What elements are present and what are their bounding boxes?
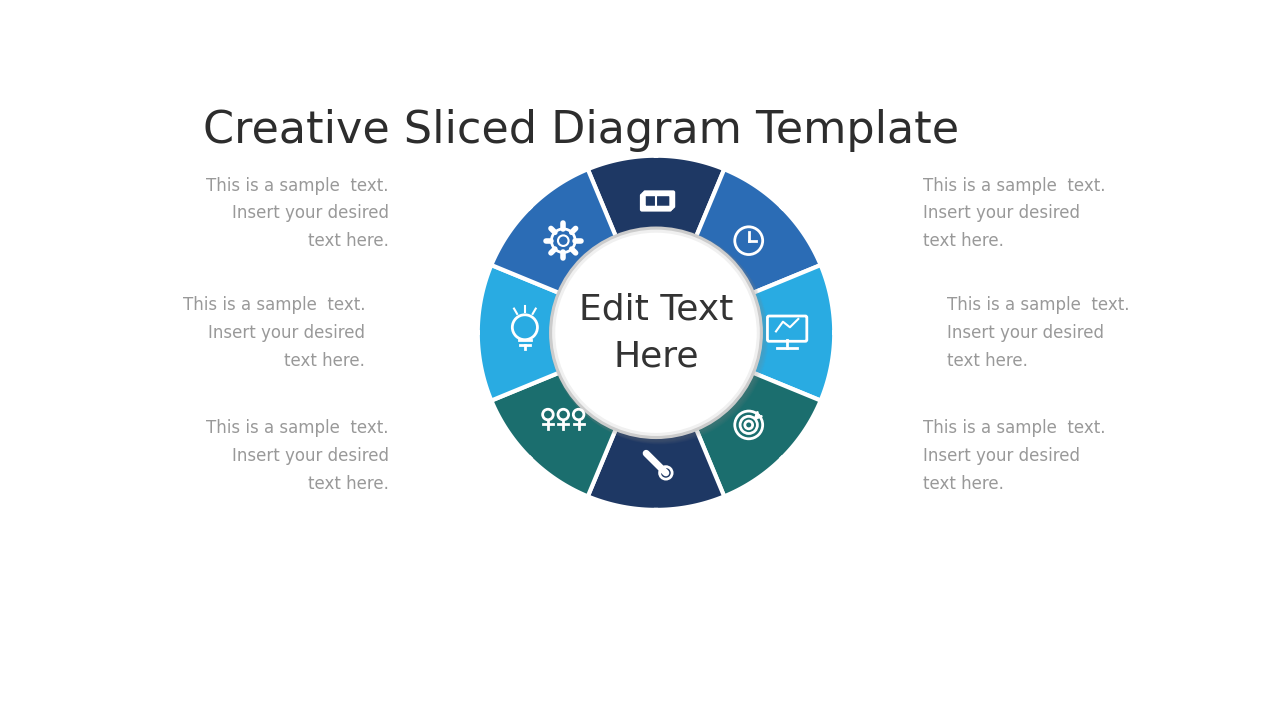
Polygon shape — [588, 109, 724, 240]
Polygon shape — [695, 371, 820, 496]
Polygon shape — [588, 426, 724, 556]
Circle shape — [550, 228, 767, 443]
Text: Sample
text: Sample text — [625, 544, 687, 576]
Circle shape — [548, 226, 765, 441]
Circle shape — [549, 227, 765, 442]
Polygon shape — [695, 169, 820, 294]
Text: Sample
text: Sample text — [462, 477, 526, 510]
Text: This is a sample  text.
Insert your desired
text here.: This is a sample text. Insert your desir… — [206, 176, 389, 251]
Circle shape — [550, 228, 768, 444]
Circle shape — [549, 227, 763, 439]
Text: This is a sample  text.
Insert your desired
text here.: This is a sample text. Insert your desir… — [923, 419, 1106, 492]
Text: Sample
text: Sample text — [462, 156, 526, 188]
Text: Creative Sliced Diagram Template: Creative Sliced Diagram Template — [202, 109, 959, 153]
Text: Sample
text: Sample text — [852, 317, 916, 349]
Circle shape — [552, 230, 760, 436]
Text: Edit Text
Here: Edit Text Here — [579, 292, 733, 374]
Text: This is a sample  text.
Insert your desired
text here.: This is a sample text. Insert your desir… — [206, 419, 389, 492]
Polygon shape — [431, 265, 563, 400]
Text: This is a sample  text.
Insert your desired
text here.: This is a sample text. Insert your desir… — [183, 296, 365, 369]
Polygon shape — [749, 265, 881, 400]
Polygon shape — [492, 169, 617, 294]
Text: This is a sample  text.
Insert your desired
text here.: This is a sample text. Insert your desir… — [947, 296, 1129, 369]
Circle shape — [556, 233, 756, 433]
Polygon shape — [492, 371, 617, 496]
Text: Sample
text: Sample text — [396, 317, 460, 349]
Text: Sample
text: Sample text — [786, 477, 850, 510]
Text: Sample
text: Sample text — [625, 89, 687, 122]
Circle shape — [552, 229, 768, 444]
Text: This is a sample  text.
Insert your desired
text here.: This is a sample text. Insert your desir… — [923, 176, 1106, 251]
Text: Sample
text: Sample text — [786, 156, 850, 188]
